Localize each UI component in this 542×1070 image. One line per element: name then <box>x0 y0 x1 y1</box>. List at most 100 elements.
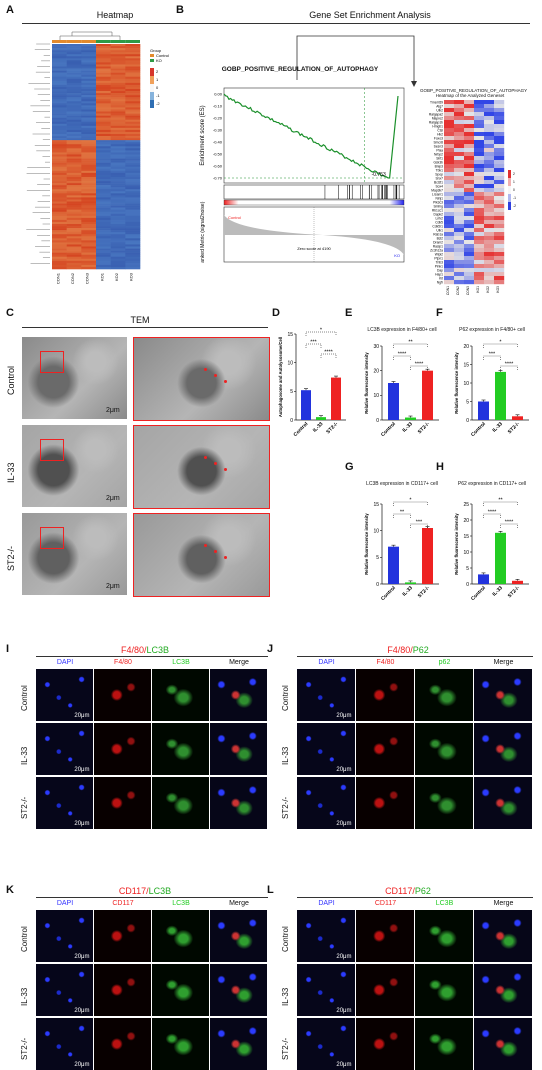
heatmap-cell <box>66 140 82 143</box>
heatmap-cell <box>125 252 141 255</box>
if-image <box>152 723 209 775</box>
heatmap-cell <box>110 246 126 249</box>
heatmap-cell <box>110 123 126 127</box>
gene-cell <box>474 192 485 197</box>
heatmap-cell <box>110 146 126 149</box>
heatmap-cell <box>125 262 141 266</box>
heatmap-cell <box>96 129 111 133</box>
heatmap-cell <box>66 199 82 202</box>
gene-cell <box>444 268 455 273</box>
heatmap-cell <box>96 262 111 266</box>
heatmap-cell <box>96 260 111 264</box>
heatmap-cell <box>66 197 82 200</box>
if-image: 20μm <box>297 723 355 775</box>
gene-cell <box>444 108 455 113</box>
heatmap-cell <box>110 107 126 110</box>
heatmap-cell <box>66 181 82 184</box>
panel-label: L <box>267 884 274 896</box>
heatmap-cell <box>96 136 111 139</box>
heatmap-cell <box>81 248 97 251</box>
heatmap-cell <box>96 115 111 118</box>
if-image: 20μm <box>36 777 93 829</box>
gene-cell <box>474 280 485 285</box>
heatmap-cell <box>66 129 82 133</box>
x-tick-label: Control <box>470 421 487 438</box>
x-tick-label: IL-33 <box>491 585 504 598</box>
heatmap-cell <box>96 138 111 141</box>
significance-bracket <box>483 501 518 506</box>
heatmap-cell <box>96 142 111 145</box>
if-image <box>356 669 414 721</box>
heatmap-cell <box>125 131 141 135</box>
gene-scale-seg <box>508 186 511 194</box>
heatmap-cell <box>52 146 67 149</box>
heatmap-cell <box>110 127 126 131</box>
heatmap-cell <box>81 70 97 73</box>
heatmap-cell <box>52 199 67 202</box>
heatmap-cell <box>125 250 141 253</box>
if-image <box>356 777 414 829</box>
heatmap-cell <box>81 224 97 227</box>
gene-cell <box>494 244 505 249</box>
gene-scale-seg <box>508 170 511 178</box>
heatmap-cell <box>110 260 126 264</box>
heatmap-cell <box>96 131 111 135</box>
heatmap-cell <box>110 89 126 92</box>
gene-cell <box>454 108 465 113</box>
heatmap-cell <box>96 174 111 178</box>
heatmap-cell <box>110 60 126 63</box>
gene-cell <box>494 248 505 253</box>
gene-cell <box>464 152 475 157</box>
if-image: 20μm <box>36 964 93 1016</box>
heatmap-cell <box>110 221 126 225</box>
heatmap-cell <box>110 131 126 135</box>
heatmap-cell <box>66 164 82 168</box>
panel-label: K <box>6 884 14 896</box>
heatmap-cell <box>110 209 126 213</box>
gene-cell <box>464 248 475 253</box>
panel-a-rule <box>22 23 192 24</box>
heatmap-cell <box>66 242 82 245</box>
heatmap-cell <box>81 107 97 110</box>
gene-label: Zc3h12a <box>430 248 443 252</box>
bar-chart-f: 0 5 10 15 20 Relative fluorescence intensity C… <box>454 340 529 438</box>
x-tick-label: IL-33 <box>401 585 414 598</box>
heatmap-cell <box>125 150 141 153</box>
gene-cell <box>454 184 465 189</box>
heatmap-cell <box>125 246 141 249</box>
heatmap-cell <box>110 113 126 116</box>
heatmap-cell <box>52 260 67 264</box>
bar <box>301 390 311 420</box>
heatmap-cell <box>125 66 141 69</box>
bar <box>405 582 416 584</box>
significance-bracket <box>305 331 337 336</box>
heatmap-cell <box>52 156 67 159</box>
if-image <box>474 964 532 1016</box>
heatmap-cell <box>81 183 97 186</box>
heatmap-cell <box>110 166 126 170</box>
if-image <box>415 910 473 962</box>
heatmap-cell <box>81 68 97 71</box>
heatmap-cell <box>96 213 111 217</box>
heatmap-cell <box>96 254 111 258</box>
heatmap-cell <box>125 52 141 55</box>
heatmap-cell <box>81 162 97 165</box>
gene-cell <box>484 140 495 145</box>
heatmap-cell <box>81 215 97 219</box>
if-image <box>415 1018 473 1070</box>
gene-scale-label: -1 <box>513 196 516 200</box>
if-image <box>356 910 414 962</box>
gene-cell <box>494 108 505 113</box>
heatmap-cell <box>96 219 111 223</box>
y-tick-label: 10 <box>373 393 379 399</box>
gene-label: Gsk3b <box>433 160 443 164</box>
color-scale-segment <box>150 100 154 108</box>
group-bar <box>96 40 111 43</box>
heatmap-cell <box>96 209 111 213</box>
heatmap-cell <box>96 266 111 270</box>
if-image <box>210 1018 267 1070</box>
gene-label: Ctsl <box>437 128 443 132</box>
gene-cell <box>494 124 505 129</box>
significance-label: **** <box>324 350 333 356</box>
y-tick-label: 5 <box>466 566 469 572</box>
